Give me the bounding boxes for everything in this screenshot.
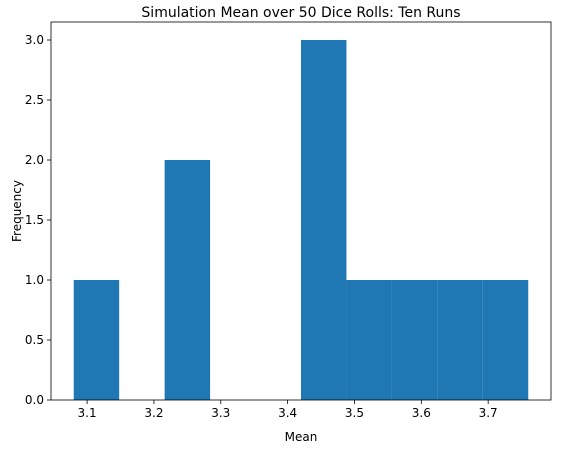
- histogram-bar: [164, 160, 211, 400]
- y-axis-ticks: 0.0 0.5 1.0 1.5 2.0 2.5 3.0: [25, 33, 51, 407]
- y-tick-label: 1.0: [25, 273, 44, 287]
- x-tick-label: 3.7: [479, 406, 498, 420]
- histogram-bar: [73, 280, 120, 400]
- chart-title: Simulation Mean over 50 Dice Rolls: Ten …: [141, 5, 460, 21]
- y-tick-label: 0.5: [25, 333, 44, 347]
- histogram-bar: [482, 280, 529, 400]
- plot-frame: [50, 21, 552, 401]
- x-tick-label: 3.4: [278, 406, 297, 420]
- y-tick-label: 1.5: [25, 213, 44, 227]
- histogram-bar: [346, 280, 392, 400]
- y-tick-label: 0.0: [25, 393, 44, 407]
- y-tick-label: 2.5: [25, 93, 44, 107]
- x-tick-label: 3.2: [144, 406, 163, 420]
- bars-group: [73, 40, 529, 400]
- y-tick-label: 3.0: [25, 33, 44, 47]
- y-axis-label: Frequency: [10, 180, 24, 242]
- x-tick-label: 3.5: [345, 406, 364, 420]
- x-axis-label: Mean: [285, 430, 318, 444]
- histogram-bar: [301, 40, 347, 400]
- x-tick-label: 3.6: [412, 406, 431, 420]
- x-tick-label: 3.1: [78, 406, 97, 420]
- y-tick-label: 2.0: [25, 153, 44, 167]
- histogram-bar: [437, 280, 483, 400]
- x-axis-ticks: 3.1 3.2 3.3 3.4 3.5 3.6 3.7: [78, 400, 498, 420]
- x-tick-label: 3.3: [211, 406, 230, 420]
- histogram-bar: [391, 280, 438, 400]
